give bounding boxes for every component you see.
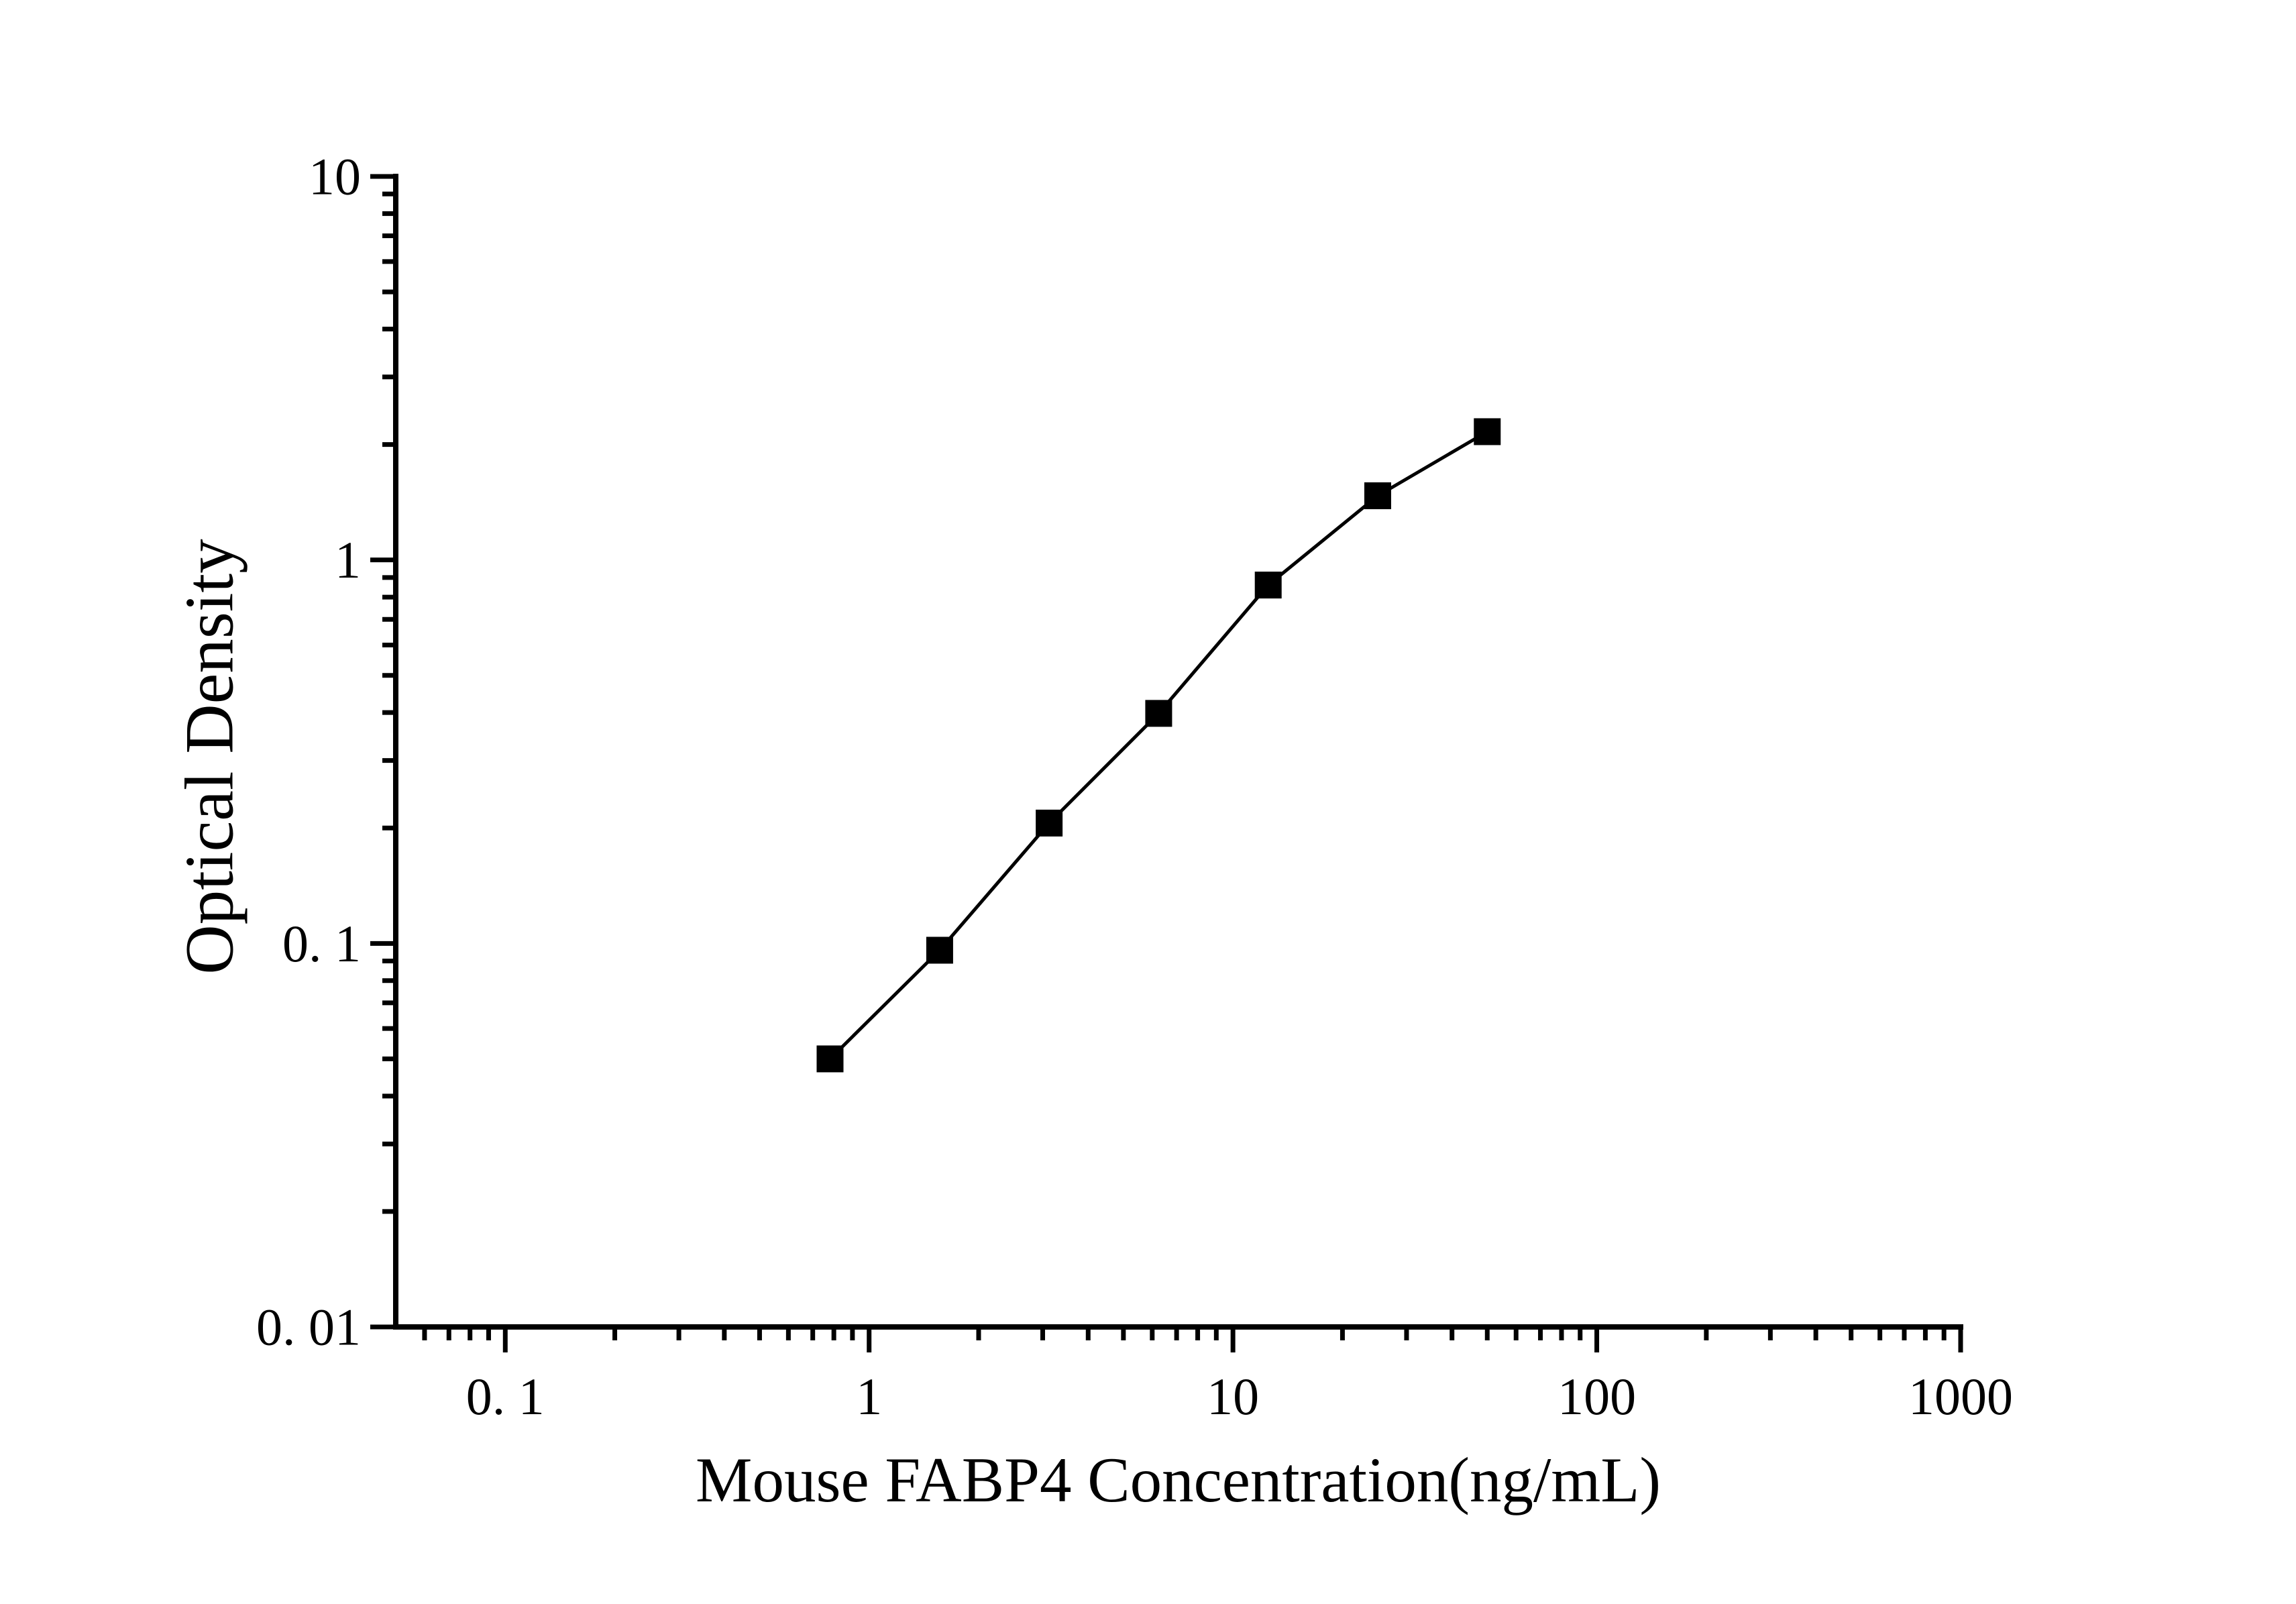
y-axis-title: Optical Density: [171, 539, 248, 975]
y-tick-label: 0. 01: [256, 1298, 361, 1356]
data-point-marker: [1474, 418, 1501, 445]
y-tick-label: 10: [309, 148, 361, 206]
x-tick-label: 1: [856, 1367, 882, 1426]
x-tick-label: 100: [1557, 1367, 1636, 1426]
x-tick-label: 10: [1207, 1367, 1259, 1426]
y-tick-label: 0. 1: [282, 914, 361, 973]
x-axis-title: Mouse FABP4 Concentration(ng/mL): [696, 1444, 1661, 1515]
data-point-marker: [1364, 482, 1391, 510]
data-point-marker: [1254, 572, 1282, 599]
standard-curve-line: [828, 430, 1488, 1061]
data-point-marker: [926, 937, 953, 964]
y-tick-label: 1: [335, 531, 361, 589]
data-point-marker: [1145, 700, 1172, 727]
data-point-marker: [816, 1045, 844, 1073]
x-tick-label: 1000: [1908, 1367, 2013, 1426]
x-tick-label: 0. 1: [466, 1367, 545, 1426]
data-point-marker: [1036, 809, 1063, 837]
